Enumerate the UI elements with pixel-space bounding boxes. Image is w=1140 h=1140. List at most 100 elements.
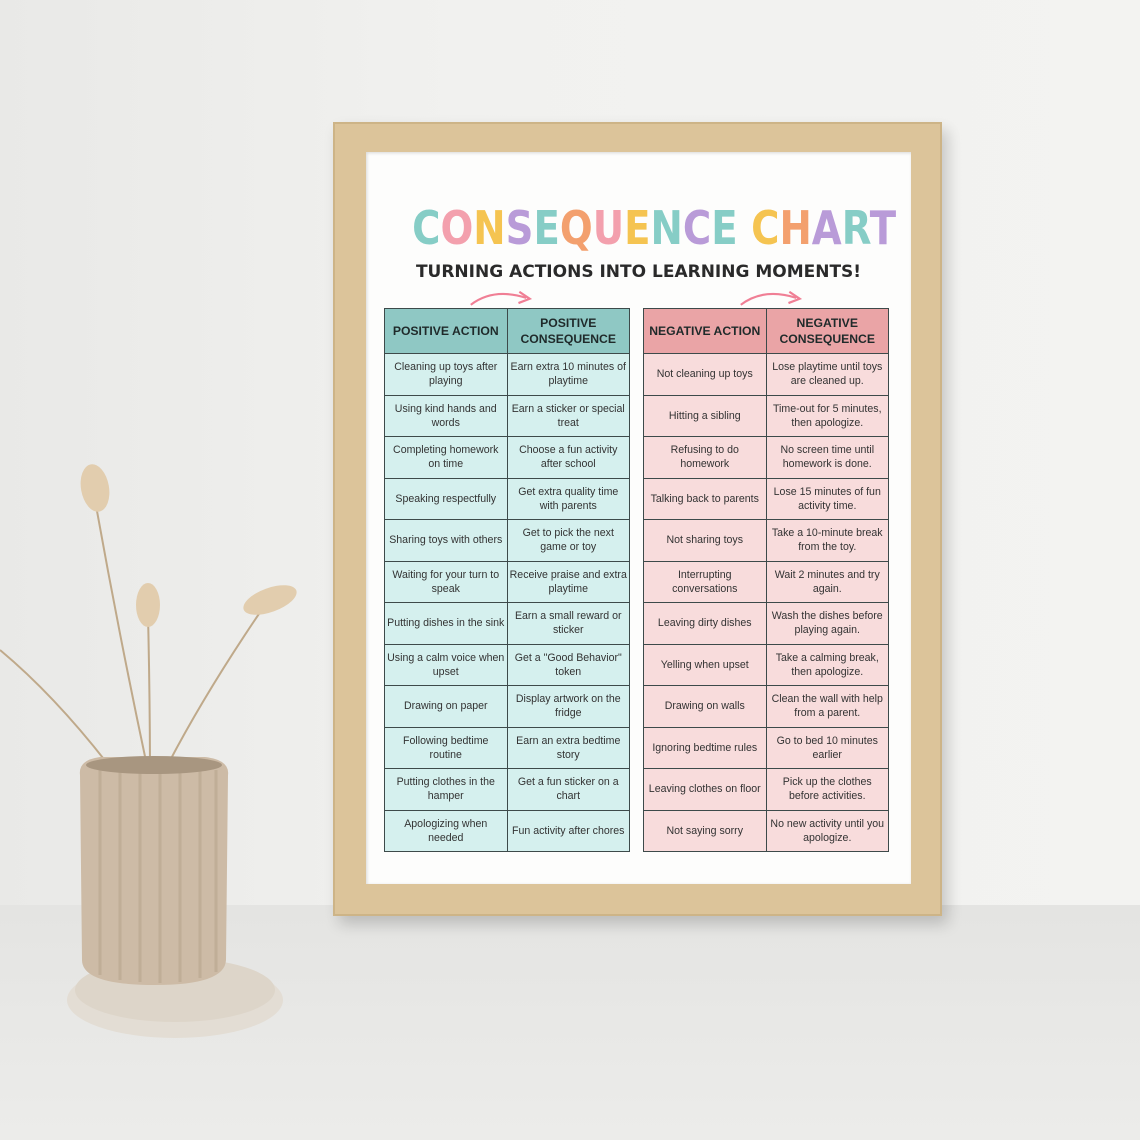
- table-row: Waiting for your turn to speak Receive pr…: [384, 560, 630, 603]
- title-letter: T: [869, 201, 897, 255]
- column-header: POSITIVE ACTION: [384, 308, 508, 354]
- table-cell: Putting dishes in the sink: [384, 602, 508, 645]
- table-cell: Choose a fun activity after school: [506, 436, 630, 479]
- table-cell: Ignoring bedtime rules: [643, 726, 767, 769]
- table-cell: Following bedtime routine: [384, 726, 508, 769]
- title-letter: S: [505, 201, 534, 255]
- table-row: Sharing toys with others Get to pick the …: [384, 519, 630, 562]
- table-cell: Earn a small reward or sticker: [506, 602, 630, 645]
- table-cell: Time-out for 5 minutes, then apologize.: [765, 394, 889, 437]
- title-letter: N: [650, 201, 683, 255]
- table-cell: Completing homework on time: [384, 436, 508, 479]
- table-cell: No screen time until homework is done.: [765, 436, 889, 479]
- table-cell: Sharing toys with others: [384, 519, 508, 562]
- column-header: NEGATIVE CONSEQUENCE: [765, 308, 889, 354]
- table-row: Putting clothes in the hamper Get a fun s…: [384, 768, 630, 811]
- table-cell: Speaking respectfully: [384, 477, 508, 520]
- table-cell: Not saying sorry: [643, 809, 767, 852]
- table-row: Following bedtime routine Earn an extra b…: [384, 726, 630, 769]
- header-row: NEGATIVE ACTION NEGATIVE CONSEQUENCE: [643, 308, 889, 354]
- title-letter: U: [592, 201, 625, 255]
- table-cell: Earn extra 10 minutes of playtime: [506, 353, 630, 396]
- table-cell: Cleaning up toys after playing: [384, 353, 508, 396]
- table-cell: Leaving clothes on floor: [643, 768, 767, 811]
- poster-title: CONSEQUENCE CHART: [412, 200, 896, 256]
- table-cell: Earn an extra bedtime story: [506, 726, 630, 769]
- title-letter: C: [412, 201, 441, 255]
- title-letter: C: [682, 201, 712, 255]
- table-cell: Wait 2 minutes and try again.: [765, 560, 889, 603]
- table-cell: Get a "Good Behavior" token: [506, 643, 630, 686]
- table-cell: Fun activity after chores: [506, 809, 630, 852]
- negative-table: NEGATIVE ACTION NEGATIVE CONSEQUENCE Not c…: [643, 308, 889, 852]
- table-cell: Lose playtime until toys are cleaned up.: [765, 353, 889, 396]
- table-cell: Yelling when upset: [643, 643, 767, 686]
- title-letter: H: [779, 201, 812, 255]
- table-cell: Drawing on paper: [384, 685, 508, 728]
- table-row: Ignoring bedtime rules Go to bed 10 minut…: [643, 726, 889, 769]
- table-row: Drawing on paper Display artwork on the f…: [384, 685, 630, 728]
- table-cell: Pick up the clothes before activities.: [765, 768, 889, 811]
- wooden-frame: CONSEQUENCE CHART TURNING ACTIONS INTO L…: [333, 122, 942, 916]
- table-cell: Hitting a sibling: [643, 394, 767, 437]
- title-letter: E: [711, 201, 738, 255]
- table-row: Refusing to do homework No screen time un…: [643, 436, 889, 479]
- table-row: Not saying sorry No new activity until yo…: [643, 809, 889, 852]
- table-cell: Display artwork on the fridge: [506, 685, 630, 728]
- table-cell: No new activity until you apologize.: [765, 809, 889, 852]
- title-letter: E: [533, 201, 560, 255]
- table-cell: Using a calm voice when upset: [384, 643, 508, 686]
- column-header: POSITIVE CONSEQUENCE: [506, 308, 630, 354]
- title-letter: Q: [559, 201, 593, 255]
- table-cell: Get extra quality time with parents: [506, 477, 630, 520]
- table-row: Apologizing when needed Fun activity afte…: [384, 809, 630, 852]
- table-cell: Talking back to parents: [643, 477, 767, 520]
- poster-subtitle: TURNING ACTIONS INTO LEARNING MOMENTS!: [415, 262, 862, 282]
- poster-title-wrap: CONSEQUENCE CHART: [366, 200, 911, 256]
- title-letter: A: [811, 201, 842, 255]
- table-cell: Not cleaning up toys: [643, 353, 767, 396]
- table-cell: Clean the wall with help from a parent.: [765, 685, 889, 728]
- table-cell: Apologizing when needed: [384, 809, 508, 852]
- table-cell: Lose 15 minutes of fun activity time.: [765, 477, 889, 520]
- table-cell: Waiting for your turn to speak: [384, 560, 508, 603]
- table-row: Using kind hands and words Earn a sticker…: [384, 394, 630, 437]
- table-cell: Wash the dishes before playing again.: [765, 602, 889, 645]
- table-row: Leaving dirty dishes Wash the dishes befo…: [643, 602, 889, 645]
- table-cell: Not sharing toys: [643, 519, 767, 562]
- table-cell: Refusing to do homework: [643, 436, 767, 479]
- column-header: NEGATIVE ACTION: [643, 308, 767, 354]
- table-row: Hitting a sibling Time-out for 5 minutes,…: [643, 394, 889, 437]
- table-row: Talking back to parents Lose 15 minutes o…: [643, 477, 889, 520]
- vase-with-dried-grass: [0, 464, 297, 1038]
- table-cell: Leaving dirty dishes: [643, 602, 767, 645]
- table-row: Not sharing toys Take a 10-minute break f…: [643, 519, 889, 562]
- table-row: Leaving clothes on floor Pick up the clot…: [643, 768, 889, 811]
- table-cell: Receive praise and extra playtime: [506, 560, 630, 603]
- table-row: Speaking respectfully Get extra quality t…: [384, 477, 630, 520]
- table-cell: Drawing on walls: [643, 685, 767, 728]
- table-cell: Go to bed 10 minutes earlier: [765, 726, 889, 769]
- table-row: Putting dishes in the sink Earn a small r…: [384, 602, 630, 645]
- table-cell: Earn a sticker or special treat: [506, 394, 630, 437]
- table-row: Drawing on walls Clean the wall with help…: [643, 685, 889, 728]
- table-row: Yelling when upset Take a calming break, …: [643, 643, 889, 686]
- title-letter: N: [473, 201, 506, 255]
- table-cell: Using kind hands and words: [384, 394, 508, 437]
- table-cell: Get to pick the next game or toy: [506, 519, 630, 562]
- arrow-icon: [740, 290, 803, 306]
- arrow-icon: [470, 290, 533, 306]
- poster: CONSEQUENCE CHART TURNING ACTIONS INTO L…: [366, 152, 911, 884]
- table-cell: Putting clothes in the hamper: [384, 768, 508, 811]
- title-letter: R: [841, 201, 870, 255]
- title-letter: C: [751, 201, 780, 255]
- table-row: Cleaning up toys after playing Earn extra…: [384, 353, 630, 396]
- table-cell: Get a fun sticker on a chart: [506, 768, 630, 811]
- title-letter: O: [440, 201, 474, 255]
- table-row: Using a calm voice when upset Get a "Good…: [384, 643, 630, 686]
- title-letter: E: [624, 201, 651, 255]
- table-cell: Take a calming break, then apologize.: [765, 643, 889, 686]
- title-letter: [738, 201, 751, 255]
- header-row: POSITIVE ACTION POSITIVE CONSEQUENCE: [384, 308, 630, 354]
- table-cell: Interrupting conversations: [643, 560, 767, 603]
